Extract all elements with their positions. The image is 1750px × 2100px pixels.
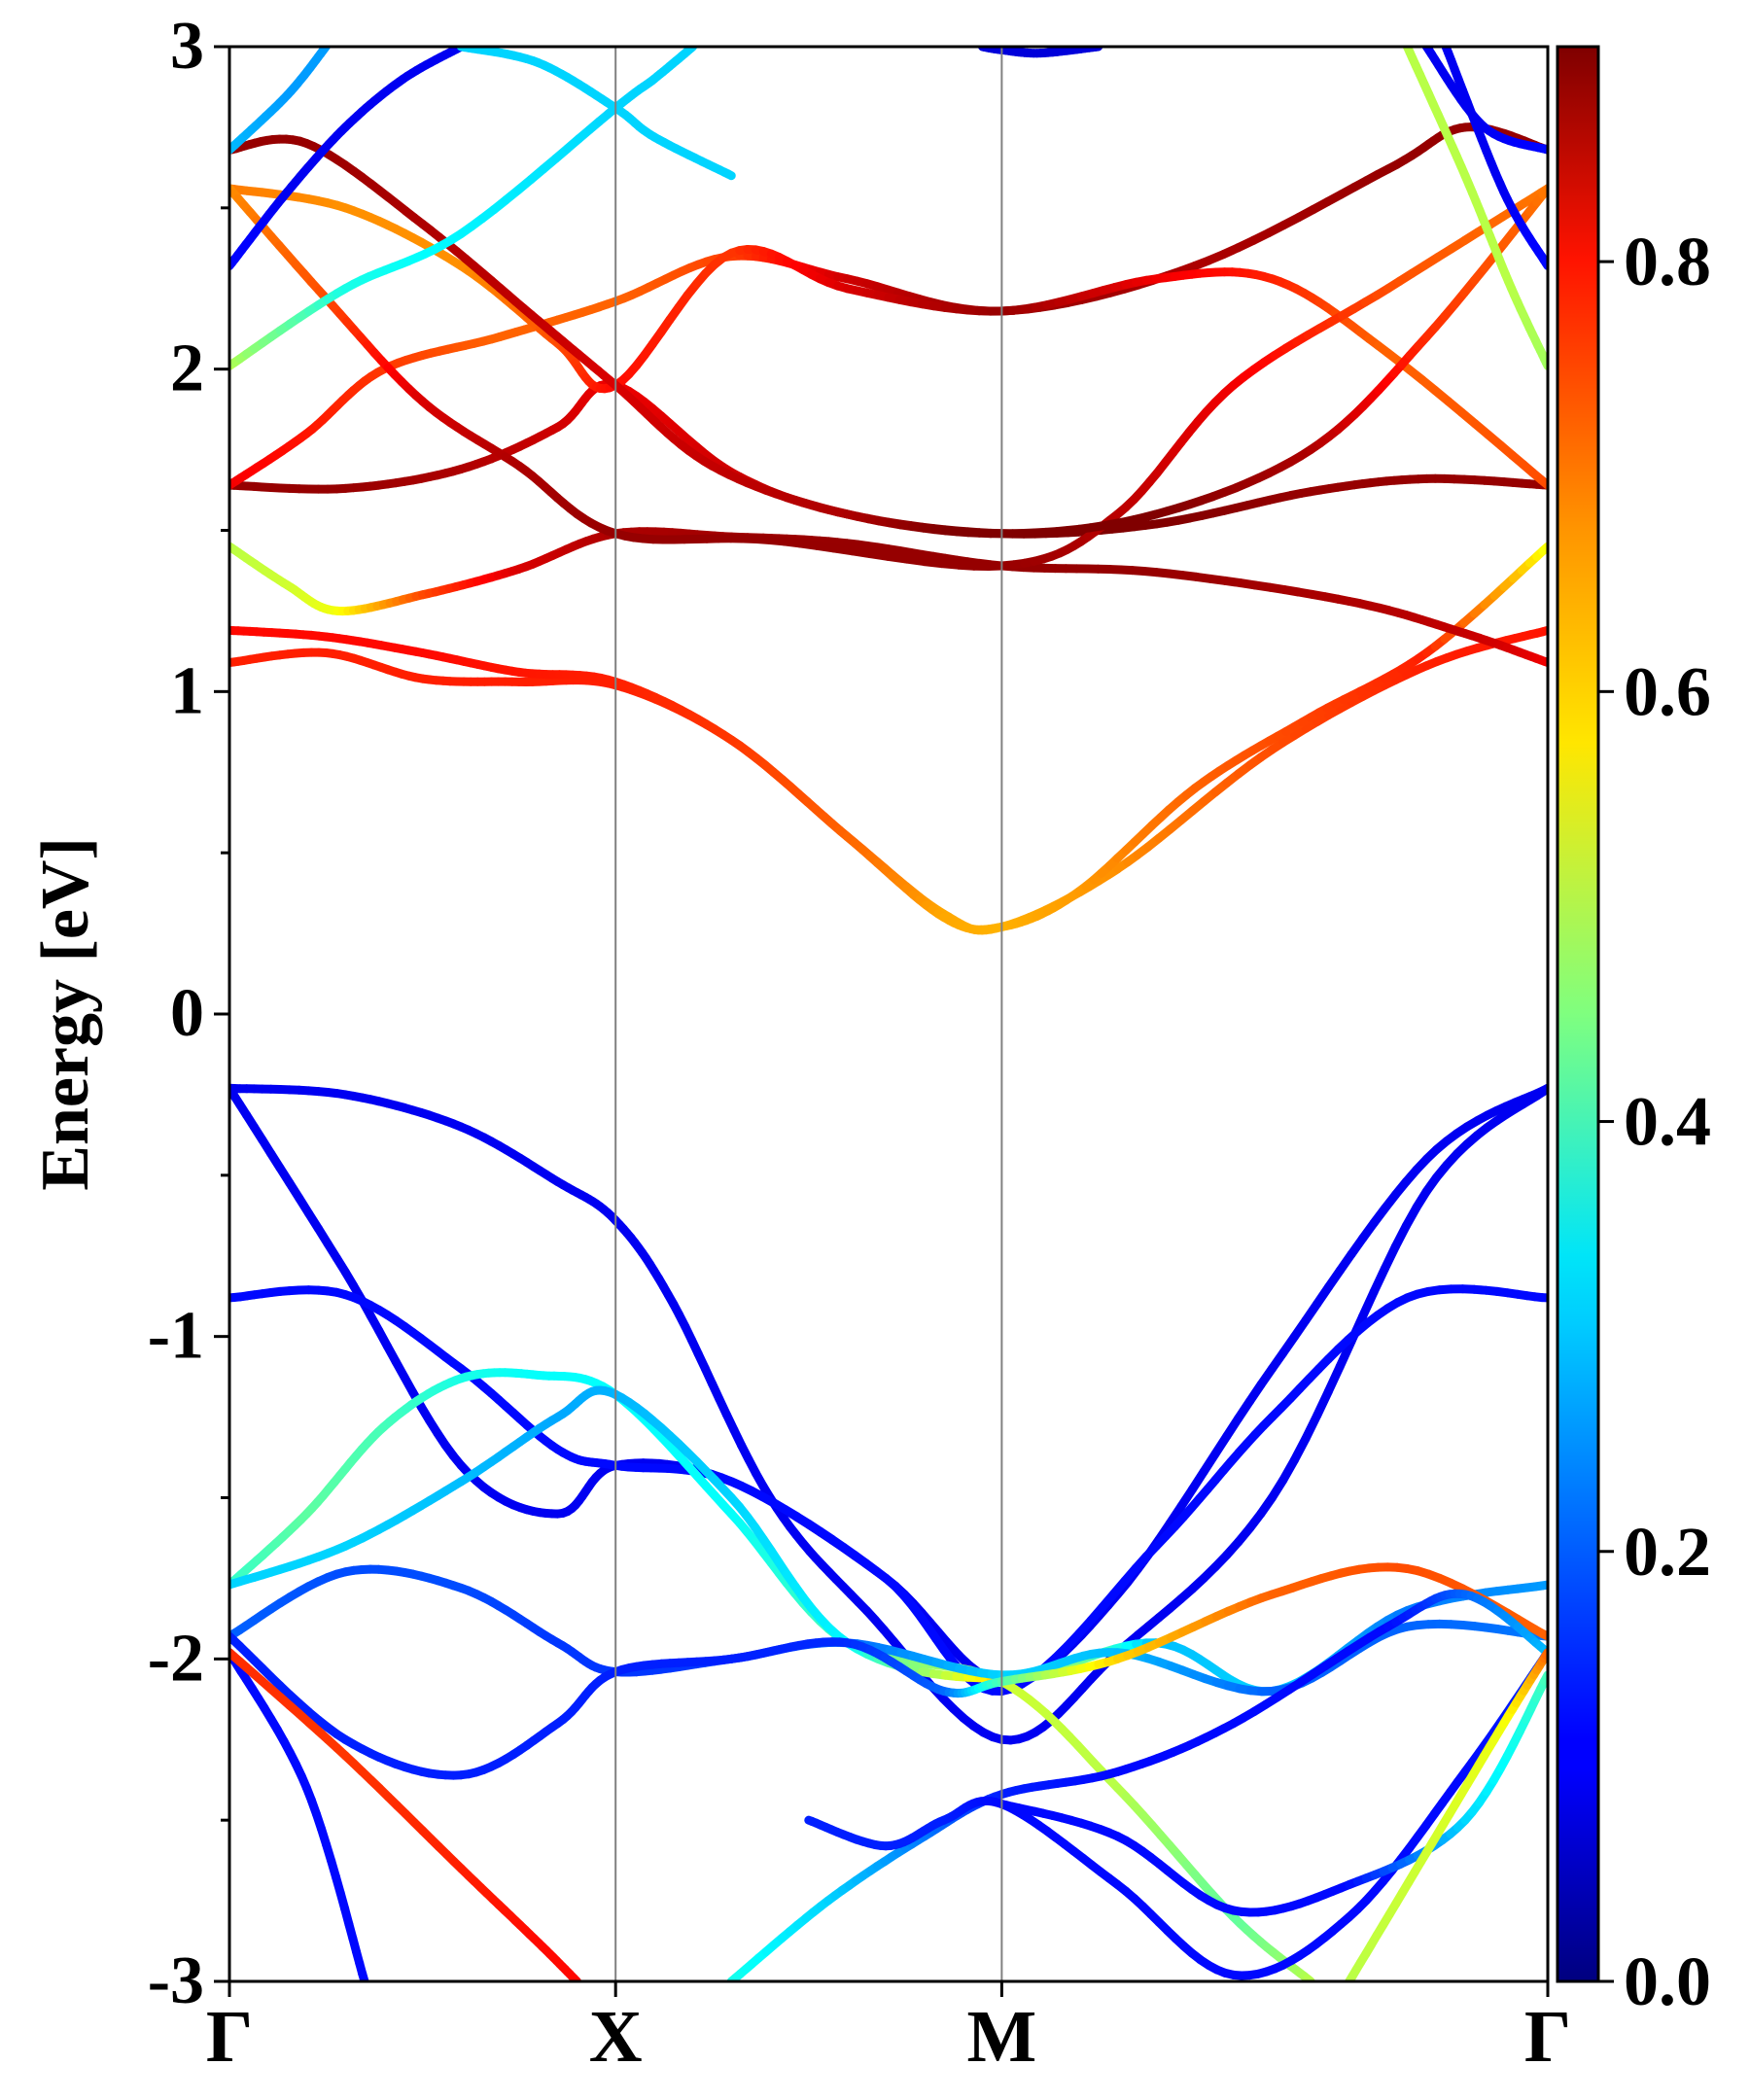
band-curve bbox=[229, 1648, 369, 1981]
band-curve bbox=[229, 184, 1548, 571]
band-segment bbox=[1358, 1287, 1379, 1321]
colorbar-tick-label: 0.6 bbox=[1624, 652, 1711, 730]
colorbar-gradient bbox=[1556, 45, 1600, 1983]
band-curve bbox=[229, 47, 331, 155]
band-segment bbox=[1335, 1337, 1356, 1371]
colorbar-tick-label: 0.0 bbox=[1624, 1942, 1711, 2020]
y-tick-label: 3 bbox=[170, 9, 204, 84]
band-curve bbox=[726, 1589, 1548, 1981]
y-tick-label: 0 bbox=[170, 976, 204, 1051]
y-tick-label: -3 bbox=[148, 1943, 204, 2018]
band-segment bbox=[1312, 1386, 1333, 1420]
band-curve bbox=[229, 184, 1548, 490]
band-curve bbox=[229, 1368, 1315, 1981]
colorbar-tick-label: 0.2 bbox=[1624, 1513, 1711, 1591]
y-tick-label: 1 bbox=[170, 653, 204, 728]
band-curve bbox=[1402, 47, 1548, 370]
colorbar: 0.0 0.2 0.4 0.6 0.8 bbox=[1556, 45, 1711, 2020]
k-point-label: M bbox=[967, 1996, 1037, 2078]
band-curve bbox=[804, 1648, 1548, 1980]
colorbar-tick-label: 0.4 bbox=[1624, 1083, 1711, 1161]
band-segment bbox=[1324, 1361, 1345, 1396]
high-symmetry-lines bbox=[614, 47, 1003, 1981]
band-curve bbox=[1345, 1648, 1548, 1981]
k-point-label: X bbox=[589, 1996, 643, 2078]
band-curve bbox=[229, 47, 466, 270]
band-curve bbox=[229, 625, 1548, 935]
band-curve bbox=[456, 47, 736, 181]
band-curve bbox=[229, 1562, 1548, 1780]
y-axis-ticks: -3 -2 -1 0 1 2 3 bbox=[148, 9, 229, 2018]
band-segment bbox=[723, 169, 736, 181]
y-axis-label: Energy [eV] bbox=[28, 837, 103, 1191]
band-curves bbox=[229, 47, 1548, 1981]
band-curve bbox=[229, 527, 1548, 667]
band-curve bbox=[229, 134, 1548, 539]
y-tick-label: -1 bbox=[148, 1299, 204, 1374]
band-curve bbox=[229, 1648, 581, 1981]
colorbar-tick-label: 0.8 bbox=[1624, 223, 1711, 300]
band-curve bbox=[229, 1083, 1548, 1687]
y-tick-label: 2 bbox=[170, 332, 204, 406]
k-point-label: Γ bbox=[1524, 1996, 1571, 2078]
k-point-label: Γ bbox=[206, 1996, 253, 2078]
colorbar-ticks: 0.0 0.2 0.4 0.6 0.8 bbox=[1598, 223, 1711, 2020]
y-tick-label: -2 bbox=[148, 1621, 204, 1696]
band-curve bbox=[229, 47, 698, 370]
plot-frame bbox=[228, 45, 1550, 1983]
